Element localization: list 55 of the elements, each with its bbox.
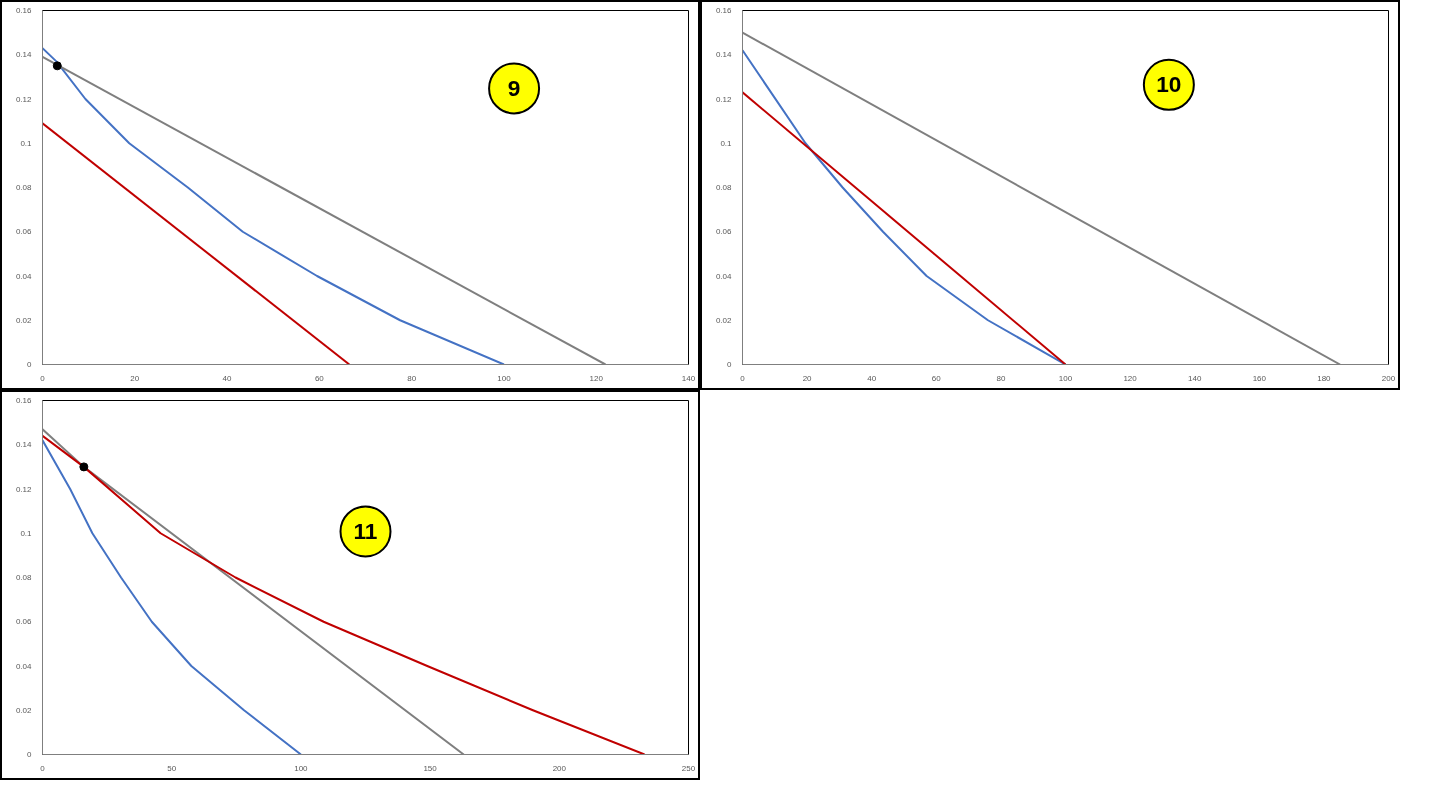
y-tick-label: 0.04 (15, 661, 33, 671)
y-tick-label: 0.08 (15, 573, 33, 582)
x-tick-label: 200 (1381, 373, 1396, 383)
x-tick-label: 80 (407, 373, 417, 383)
y-tick-label: 0.06 (15, 227, 33, 237)
y-tick-label: 0.16 (715, 6, 733, 15)
x-tick-label: 100 (294, 763, 309, 773)
y-tick-label: 0.1 (20, 528, 33, 538)
x-tick-label: 20 (130, 373, 140, 383)
x-tick-label: 20 (802, 373, 813, 383)
x-tick-label: 250 (681, 763, 696, 773)
x-tick-label: 0 (740, 373, 746, 383)
x-tick-label: 50 (167, 763, 177, 773)
x-tick-label: 100 (1058, 373, 1073, 383)
y-tick-label: 0.14 (15, 440, 33, 450)
y-tick-label: 0.16 (15, 396, 33, 405)
y-tick-label: 0.12 (715, 94, 733, 104)
x-tick-label: 150 (423, 763, 438, 773)
y-tick-label: 0 (727, 360, 733, 369)
x-tick-label: 0 (40, 373, 46, 383)
x-tick-label: 140 (1188, 373, 1202, 383)
x-tick-label: 80 (996, 373, 1006, 383)
x-tick-label: 120 (589, 373, 604, 383)
x-tick-label: 120 (1123, 373, 1138, 383)
y-tick-label: 0 (27, 750, 33, 759)
y-tick-label: 0.1 (20, 138, 33, 148)
x-tick-label: 60 (314, 373, 325, 383)
y-tick-label: 0.04 (715, 271, 733, 281)
y-tick-label: 0.08 (715, 183, 733, 192)
x-tick-label: 160 (1252, 373, 1267, 383)
y-tick-label: 0.02 (15, 315, 33, 325)
y-tick-label: 0.14 (715, 50, 733, 60)
y-tick-label: 0.12 (15, 94, 33, 104)
y-tick-label: 0.02 (15, 705, 33, 715)
y-tick-label: 0.04 (15, 271, 33, 281)
x-tick-label: 40 (222, 373, 233, 383)
y-tick-label: 0.16 (15, 6, 33, 15)
y-tick-label: 0.12 (15, 484, 33, 494)
x-tick-label: 40 (867, 373, 877, 383)
x-tick-label: 60 (931, 373, 942, 383)
y-tick-label: 0.06 (715, 227, 733, 237)
annotation: 10 (1156, 71, 1182, 98)
y-tick-label: 0 (27, 360, 33, 369)
y-tick-label: 0.02 (715, 315, 733, 325)
x-tick-label: 140 (681, 373, 696, 383)
y-tick-label: 0.06 (15, 617, 33, 627)
annotation: 11 (353, 517, 378, 544)
x-tick-label: 100 (497, 373, 512, 383)
y-tick-label: 0.08 (15, 183, 33, 192)
x-tick-label: 0 (40, 763, 46, 773)
y-tick-label: 0.14 (15, 50, 33, 60)
x-tick-label: 180 (1317, 373, 1332, 383)
x-tick-label: 200 (552, 763, 567, 773)
y-tick-label: 0.1 (720, 138, 733, 148)
annotation: 9 (507, 74, 521, 101)
